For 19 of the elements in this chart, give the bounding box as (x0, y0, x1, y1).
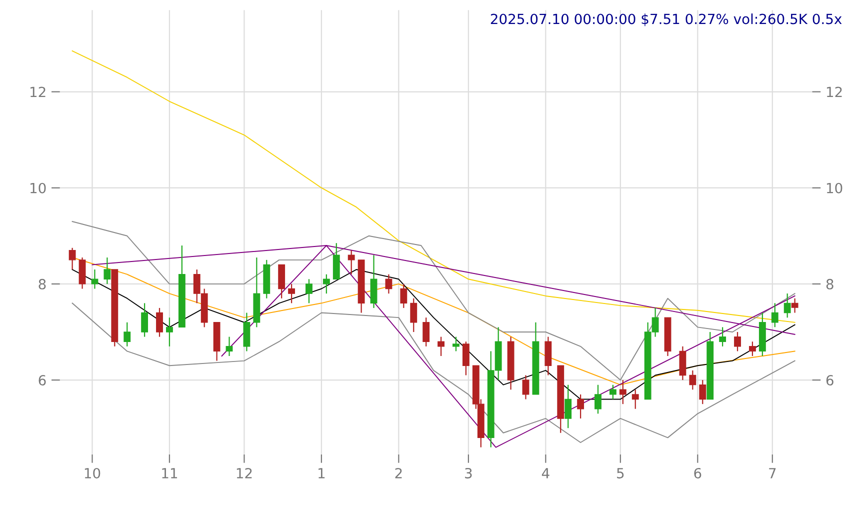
y2-tick-label: 6 (826, 375, 834, 386)
y2-tick-label: 10 (826, 182, 842, 194)
x-tick-label: 6 (694, 468, 702, 478)
y2-tick-label: 8 (826, 278, 834, 290)
x-tick-label: 1 (318, 468, 325, 478)
x-tick-label: 10 (84, 468, 100, 478)
x-tick-label: 4 (542, 468, 550, 478)
x-tick-label: 2 (395, 468, 402, 478)
y-tick-label: 8 (38, 278, 46, 290)
y-tick-label: 6 (38, 375, 46, 386)
y-tick-label: 12 (30, 86, 46, 98)
x-tick-label: 11 (162, 468, 178, 478)
chart-title: 2025.07.10 00:00:00 $7.51 0.27% vol:260.5K 0.5x (490, 13, 842, 26)
x-tick-label: 5 (617, 468, 624, 478)
y2-tick-label: 12 (826, 86, 842, 98)
x-tick-label: 7 (769, 468, 776, 478)
y-tick-label: 10 (30, 182, 46, 194)
x-tick-label: 3 (465, 468, 472, 478)
x-tick-label: 12 (236, 468, 252, 478)
